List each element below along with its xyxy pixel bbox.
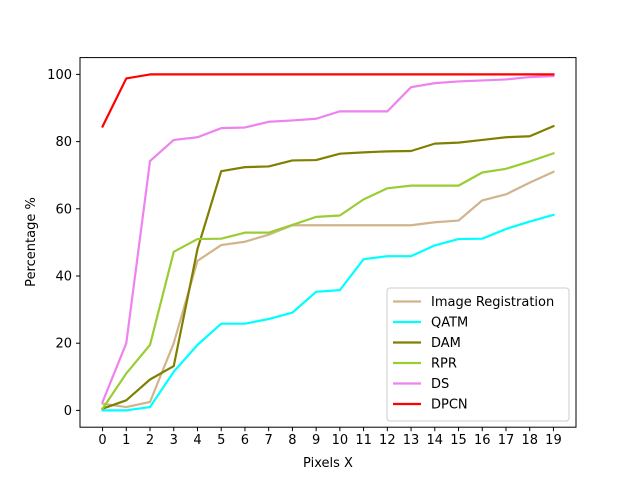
y-tick-label: 20 [55, 337, 72, 352]
legend-items: Image Registration QATM DAM RPR DS DPCN [393, 295, 554, 413]
x-tick-label: 19 [545, 433, 562, 448]
x-tick-label: 15 [450, 433, 467, 448]
legend-label-2: DAM [431, 336, 461, 351]
x-tick-label: 8 [288, 433, 296, 448]
series-layer [101, 73, 555, 412]
x-tick-label: 16 [474, 433, 491, 448]
x-tick-label: 11 [355, 433, 372, 448]
x-tick-label: 1 [122, 433, 130, 448]
x-tick-label: 13 [403, 433, 420, 448]
legend: Image Registration QATM DAM RPR DS DPCN [386, 287, 570, 422]
legend-label-0: Image Registration [431, 295, 554, 310]
legend-label-1: QATM [431, 316, 468, 331]
legend-label-4: DS [431, 377, 449, 392]
x-tick-label: 7 [265, 433, 273, 448]
y-axis-ticks: 0 20 40 60 80 100 [47, 68, 80, 419]
plot-area-frame [79, 57, 577, 428]
legend-label-3: RPR [431, 357, 457, 372]
y-tick-label: 60 [55, 202, 72, 217]
x-tick-label: 9 [312, 433, 320, 448]
legend-label-5: DPCN [431, 398, 468, 413]
x-axis-ticks: 0 1 2 3 4 5 6 7 8 9 10 11 12 13 14 15 16 17 18 19 [98, 427, 562, 448]
y-tick-label: 0 [64, 404, 72, 419]
x-tick-label: 18 [521, 433, 538, 448]
series-line-3 [101, 151, 555, 411]
x-tick-label: 3 [170, 433, 178, 448]
x-tick-label: 5 [217, 433, 225, 448]
y-tick-label: 100 [47, 68, 72, 83]
x-tick-label: 2 [146, 433, 154, 448]
legend-frame [386, 287, 570, 422]
x-tick-label: 12 [379, 433, 396, 448]
x-tick-label: 0 [98, 433, 106, 448]
x-tick-label: 4 [193, 433, 201, 448]
x-tick-label: 10 [332, 433, 349, 448]
y-axis-label: Percentage % [24, 197, 39, 287]
x-tick-label: 17 [498, 433, 515, 448]
series-line-1 [101, 213, 555, 412]
x-tick-label: 14 [427, 433, 444, 448]
series-line-0 [101, 170, 555, 409]
y-tick-label: 40 [55, 270, 72, 285]
series-line-4 [101, 74, 555, 404]
x-tick-label: 6 [241, 433, 249, 448]
series-line-5 [101, 73, 555, 128]
series-line-2 [101, 124, 555, 411]
x-axis-label: Pixels X [303, 456, 353, 471]
y-tick-label: 80 [55, 135, 72, 150]
